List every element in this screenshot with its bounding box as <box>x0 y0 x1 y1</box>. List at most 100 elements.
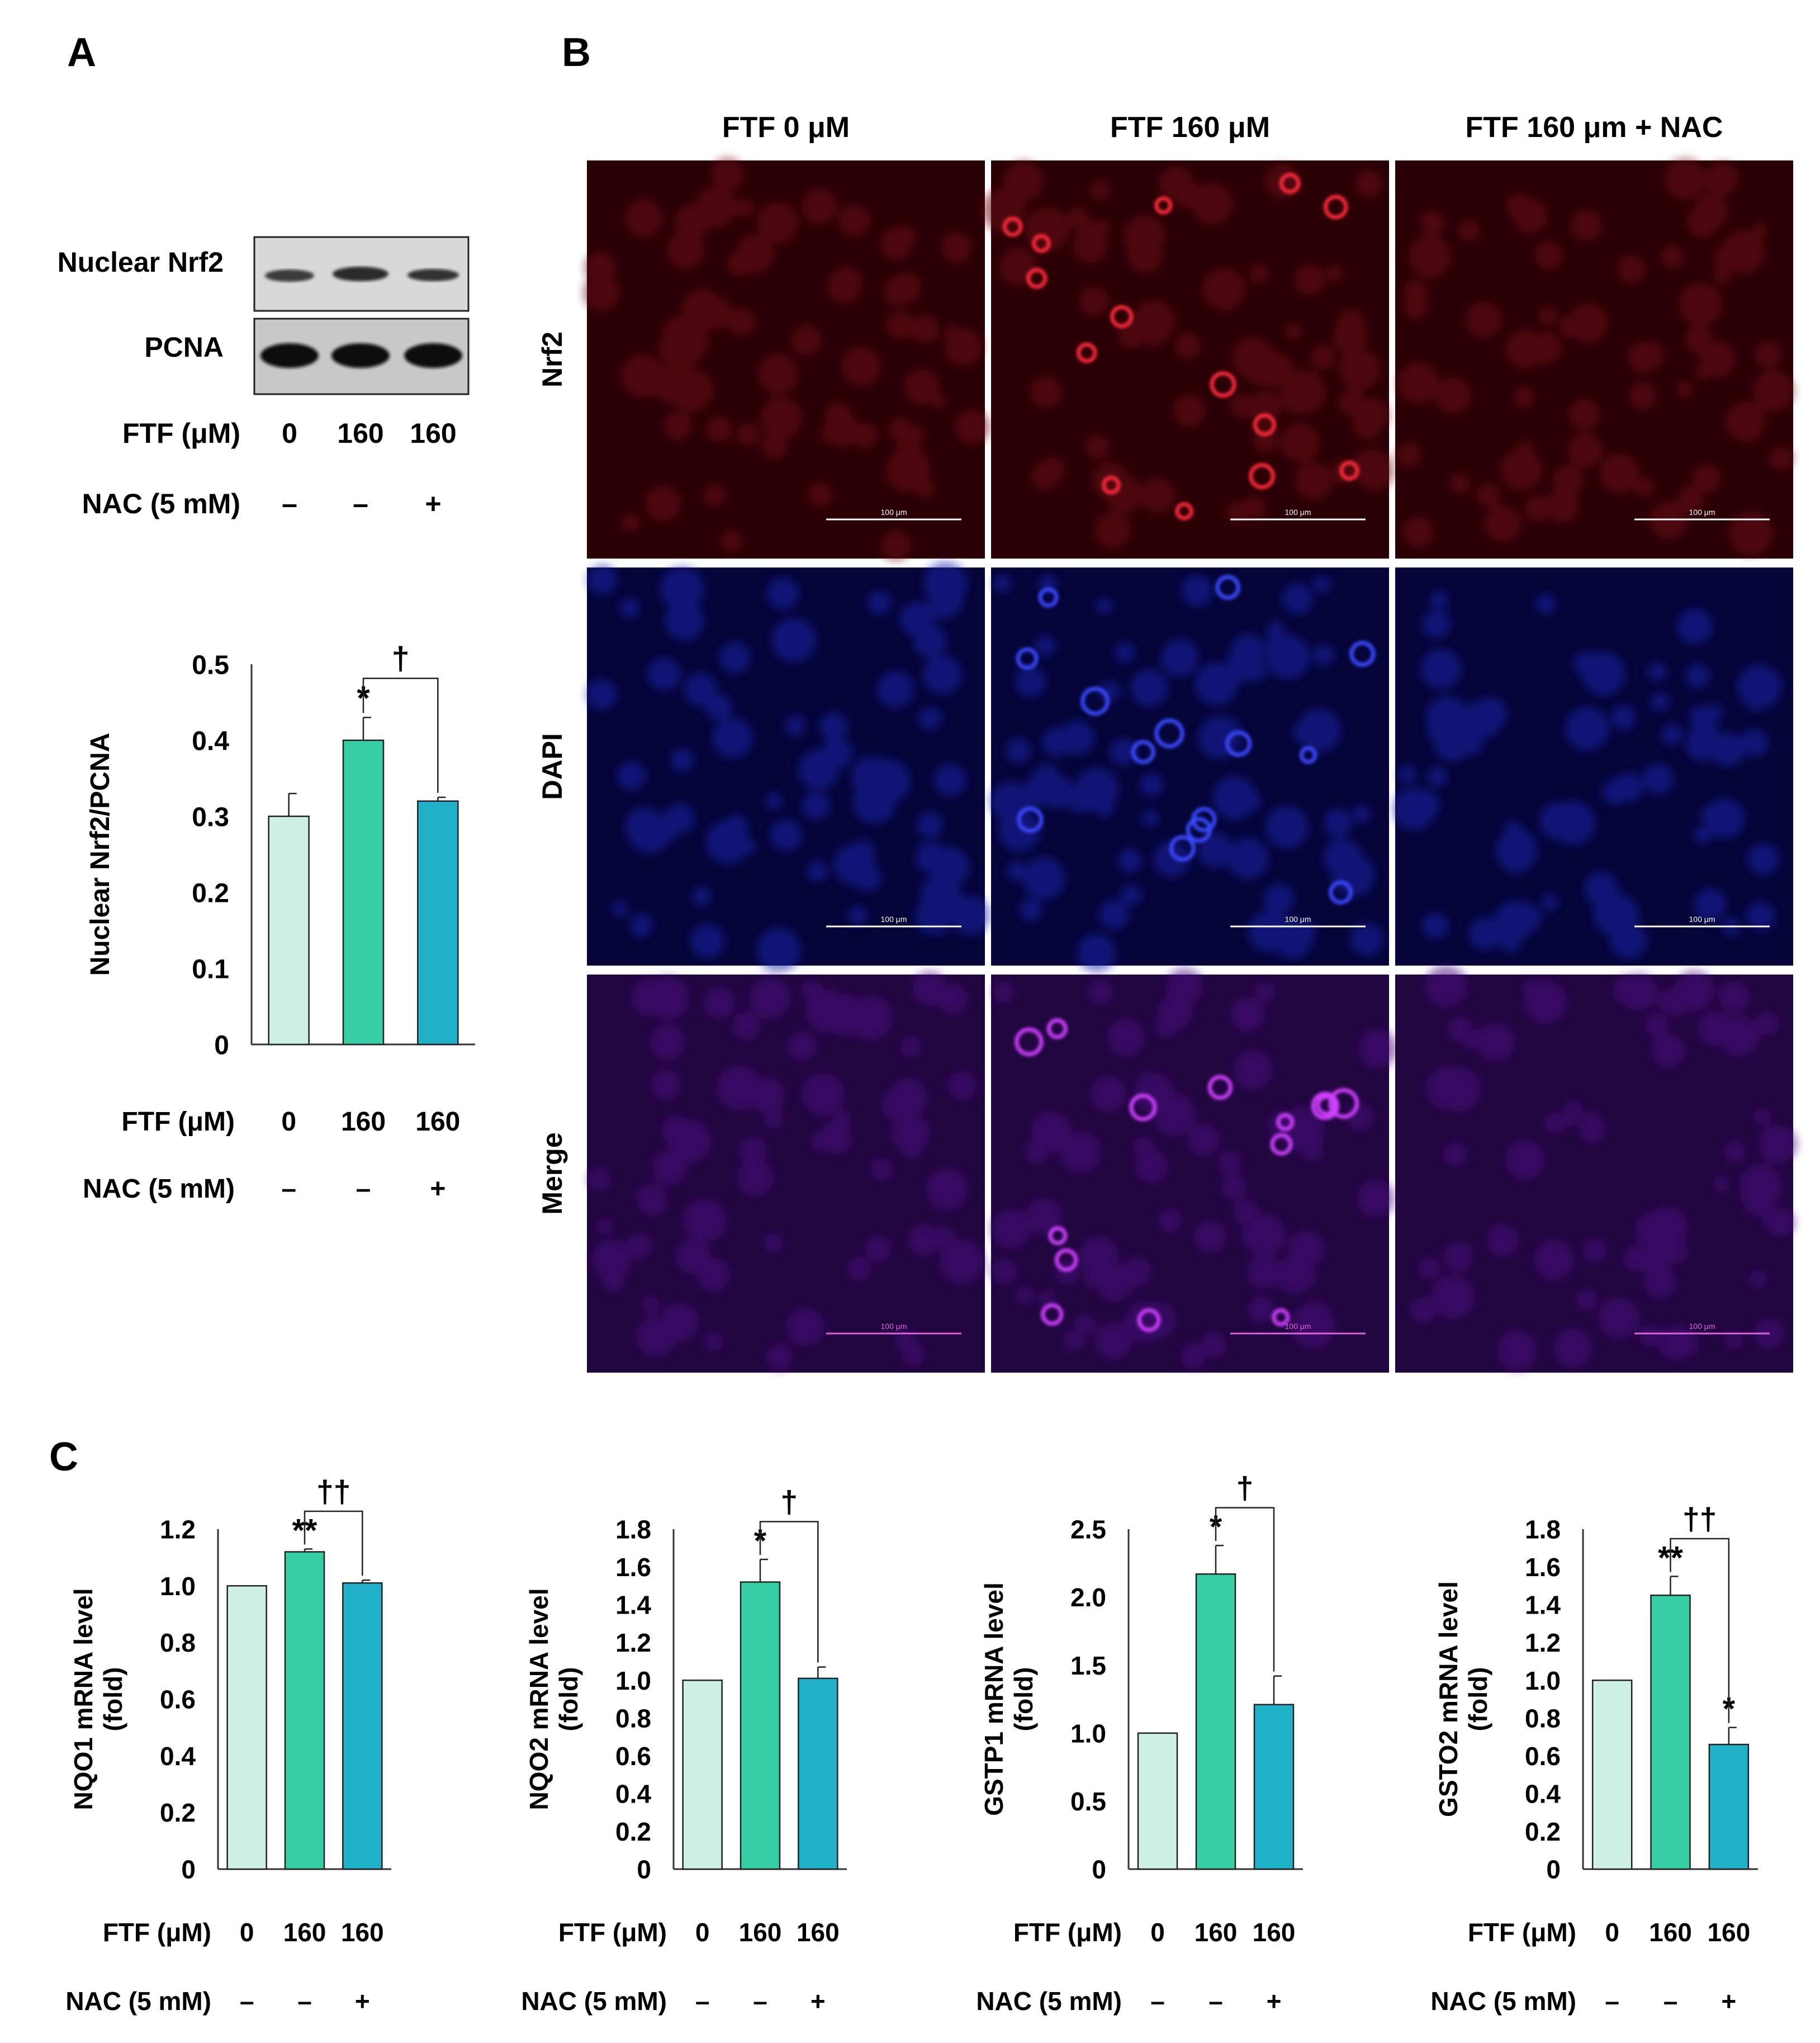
cell-texture <box>921 874 962 916</box>
cell-texture <box>1722 230 1766 274</box>
cell-texture <box>1505 1139 1545 1180</box>
bar <box>1708 1743 1750 1870</box>
cell-texture <box>1690 717 1719 746</box>
y-tick-label: 0.4 <box>160 1742 196 1771</box>
cell-texture <box>719 642 751 673</box>
cell-texture <box>913 624 947 658</box>
bar <box>1650 1594 1691 1870</box>
y-tick-label: 0.4 <box>1525 1779 1561 1808</box>
bar <box>682 1679 723 1870</box>
cell-texture <box>851 756 893 798</box>
ftf-value: 160 <box>1253 1918 1296 1947</box>
cell-texture <box>1145 330 1163 348</box>
y-tick-label: 1.6 <box>1525 1553 1561 1582</box>
micrograph-dapi: 100 μm <box>586 561 990 972</box>
cell-texture <box>884 277 914 307</box>
y-tick-label: 0.2 <box>192 878 229 908</box>
cell-texture <box>888 417 913 442</box>
bright-cell <box>1215 575 1240 600</box>
cell-texture <box>1752 370 1794 412</box>
cell-texture <box>1016 1286 1034 1304</box>
cell-texture <box>636 1316 677 1357</box>
y-axis-label: GSTO2 mRNA level(fold) <box>1434 1581 1492 1817</box>
cell-texture <box>950 895 990 935</box>
cell-texture <box>993 574 1012 592</box>
y-tick-label: 0.1 <box>192 954 229 984</box>
cell-texture <box>991 1209 1031 1249</box>
cell-texture <box>1194 1221 1226 1254</box>
cell-texture <box>1227 647 1262 682</box>
cell-texture <box>1007 861 1026 881</box>
bar <box>1137 1732 1178 1870</box>
cell-texture <box>1524 495 1551 522</box>
cell-texture <box>1397 362 1439 404</box>
y-axis-label-line: NQO2 mRNA level <box>524 1588 553 1810</box>
blot-nac-value: – <box>282 488 297 519</box>
scale-bar-label: 100 μm <box>1285 508 1311 517</box>
cell-texture <box>908 1224 940 1256</box>
cell-texture <box>1241 1221 1272 1252</box>
cell-texture <box>630 914 653 937</box>
cell-texture <box>692 887 712 906</box>
cell-texture <box>911 315 940 343</box>
cell-texture <box>1140 477 1175 513</box>
cell-texture <box>1212 776 1257 820</box>
blot-nac-value: – <box>353 488 368 519</box>
bar <box>417 800 459 1046</box>
cell-texture <box>1035 635 1056 656</box>
bright-cell <box>1102 475 1121 495</box>
significance-bracket <box>1215 1507 1275 1672</box>
cell-texture <box>588 1168 611 1191</box>
cell-texture <box>670 748 694 772</box>
cell-texture <box>1629 381 1657 410</box>
bracket-mark: † <box>1236 1471 1254 1506</box>
cell-texture <box>1719 982 1750 1013</box>
bright-cell <box>1323 195 1348 220</box>
bright-cell <box>1137 1308 1161 1332</box>
cell-texture <box>585 252 616 283</box>
cell-texture <box>1752 223 1768 239</box>
cell-texture <box>889 1078 928 1117</box>
cell-texture <box>832 266 862 296</box>
cell-texture <box>647 658 681 691</box>
bar <box>1591 1679 1633 1870</box>
blot-ftf-value: 160 <box>410 418 456 449</box>
bright-cell <box>1169 835 1196 862</box>
cell-texture <box>1003 161 1044 202</box>
cell-texture <box>1676 381 1694 399</box>
y-axis-label-line: NQO1 mRNA level <box>69 1588 98 1810</box>
nac-row-label: NAC (5 mM) <box>976 1987 1122 2016</box>
bright-cell <box>1339 460 1359 481</box>
cell-texture <box>736 423 760 446</box>
micrograph-texture <box>991 968 1397 1369</box>
blot-row-label-pcna: PCNA <box>144 332 224 363</box>
micrograph-row-label: DAPI <box>537 733 568 800</box>
cell-texture <box>1266 806 1309 849</box>
scale-bar-label: 100 μm <box>1689 1322 1715 1331</box>
cell-texture <box>1458 220 1480 242</box>
bright-cell <box>1279 173 1301 194</box>
ftf-value: 160 <box>1707 1918 1750 1947</box>
y-tick-label: 0 <box>637 1855 651 1884</box>
cell-texture <box>1358 1029 1397 1068</box>
cell-texture <box>1747 843 1779 875</box>
cell-texture <box>1324 809 1352 838</box>
blot-nac-value: + <box>425 488 441 519</box>
cell-texture <box>587 565 617 594</box>
cell-texture <box>992 1259 1018 1285</box>
cell-texture <box>738 1137 767 1165</box>
cell-texture <box>1158 1209 1182 1232</box>
cell-texture <box>1410 1297 1437 1323</box>
y-axis-label-line: GSTP1 mRNA level <box>979 1582 1008 1816</box>
cell-texture <box>1090 179 1111 201</box>
cell-texture <box>1484 505 1522 542</box>
scale-bar-label: 100 μm <box>1689 508 1715 517</box>
bright-cell <box>1175 502 1193 521</box>
cell-texture <box>848 906 868 925</box>
cell-texture <box>1174 332 1201 359</box>
cell-texture <box>990 782 1030 821</box>
cell-texture <box>1740 729 1768 757</box>
cell-texture <box>1677 609 1713 645</box>
micrograph-nrf2: 100 μm <box>583 158 990 561</box>
